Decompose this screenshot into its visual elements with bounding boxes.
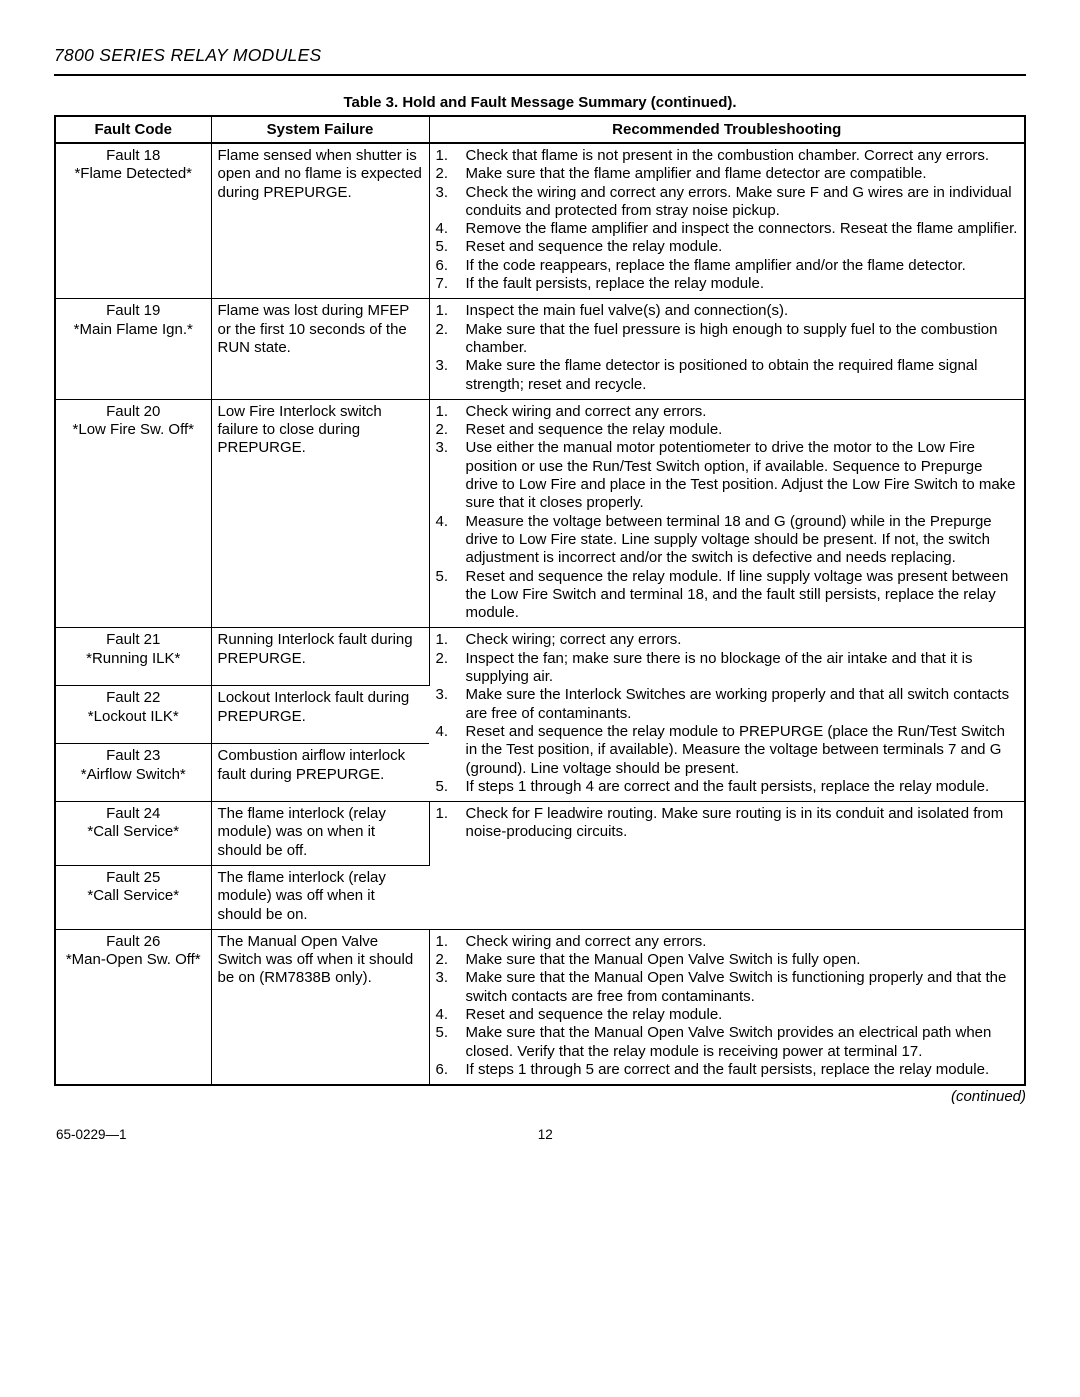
system-failure-cell: Flame was lost during MFEP or the first … (211, 299, 429, 399)
step-item: Reset and sequence the relay module. If … (436, 568, 1019, 623)
document-header: 7800 SERIES RELAY MODULES (54, 45, 1026, 66)
troubleshooting-steps: Check wiring and correct any errors.Make… (436, 933, 1019, 1079)
step-item: Make sure that the Manual Open Valve Swi… (436, 969, 1019, 1006)
step-item: Check the wiring and correct any errors.… (436, 184, 1019, 221)
continued-label: (continued) (54, 1088, 1026, 1105)
step-item: Reset and sequence the relay module to P… (436, 723, 1019, 778)
troubleshooting-cell: Check wiring and correct any errors.Make… (429, 929, 1025, 1085)
step-item: Make sure that the flame amplifier and f… (436, 165, 1019, 183)
step-item: If the fault persists, replace the relay… (436, 275, 1019, 293)
table-caption: Table 3. Hold and Fault Message Summary … (54, 94, 1026, 111)
fault-table: Fault Code System Failure Recommended Tr… (54, 115, 1026, 1086)
step-item: Check for F leadwire routing. Make sure … (436, 805, 1019, 842)
fault-subtitle: *Running ILK* (62, 650, 205, 668)
table-row: Fault 20*Low Fire Sw. Off*Low Fire Inter… (55, 399, 1025, 628)
step-item: Make sure that the Manual Open Valve Swi… (436, 951, 1019, 969)
fault-subtitle: *Call Service* (62, 887, 205, 905)
step-item: Make sure that the Manual Open Valve Swi… (436, 1024, 1019, 1061)
system-failure-cell: Flame sensed when shutter is open and no… (211, 143, 429, 299)
step-item: If the code reappears, replace the flame… (436, 257, 1019, 275)
system-failure-cell: Running Interlock fault during PREPURGE. (211, 628, 429, 686)
header-rule (54, 74, 1026, 76)
fault-code-cell: Fault 21*Running ILK* (55, 628, 211, 686)
doc-number: 65-0229—1 (56, 1127, 127, 1142)
col-header-system-failure: System Failure (211, 116, 429, 143)
fault-subtitle: *Low Fire Sw. Off* (62, 421, 205, 439)
table-row: Fault 21*Running ILK*Running Interlock f… (55, 628, 1025, 686)
fault-code-cell: Fault 23*Airflow Switch* (55, 744, 211, 802)
fault-code-cell: Fault 19*Main Flame Ign.* (55, 299, 211, 399)
fault-title: Fault 20 (62, 403, 205, 421)
step-item: Reset and sequence the relay module. (436, 1006, 1019, 1024)
troubleshooting-cell: Check for F leadwire routing. Make sure … (429, 802, 1025, 930)
table-header-row: Fault Code System Failure Recommended Tr… (55, 116, 1025, 143)
system-failure-cell: Low Fire Interlock switch failure to clo… (211, 399, 429, 628)
step-item: Check wiring; correct any errors. (436, 631, 1019, 649)
troubleshooting-cell: Check that flame is not present in the c… (429, 143, 1025, 299)
fault-title: Fault 21 (62, 631, 205, 649)
step-item: Inspect the fan; make sure there is no b… (436, 650, 1019, 687)
table-row: Fault 18*Flame Detected*Flame sensed whe… (55, 143, 1025, 299)
fault-code-cell: Fault 22*Lockout ILK* (55, 686, 211, 744)
step-item: Make sure that the fuel pressure is high… (436, 321, 1019, 358)
fault-code-cell: Fault 26*Man-Open Sw. Off* (55, 929, 211, 1085)
fault-code-cell: Fault 20*Low Fire Sw. Off* (55, 399, 211, 628)
fault-subtitle: *Man-Open Sw. Off* (62, 951, 205, 969)
step-item: Remove the flame amplifier and inspect t… (436, 220, 1019, 238)
troubleshooting-steps: Check that flame is not present in the c… (436, 147, 1019, 293)
troubleshooting-cell: Check wiring; correct any errors.Inspect… (429, 628, 1025, 802)
system-failure-cell: The flame interlock (relay module) was o… (211, 865, 429, 929)
troubleshooting-steps: If steps 1 through 4 are correct and the… (436, 778, 1019, 796)
step-item: Use either the manual motor potentiomete… (436, 439, 1019, 512)
step-item: Measure the voltage between terminal 18 … (436, 513, 1019, 568)
system-failure-cell: The flame interlock (relay module) was o… (211, 802, 429, 866)
fault-subtitle: *Call Service* (62, 823, 205, 841)
fault-subtitle: *Flame Detected* (62, 165, 205, 183)
table-row: Fault 26*Man-Open Sw. Off*The Manual Ope… (55, 929, 1025, 1085)
step-item: Check that flame is not present in the c… (436, 147, 1019, 165)
troubleshooting-steps: Inspect the main fuel valve(s) and conne… (436, 302, 1019, 393)
fault-title: Fault 18 (62, 147, 205, 165)
fault-subtitle: *Main Flame Ign.* (62, 321, 205, 339)
troubleshooting-steps: Check wiring; correct any errors.Inspect… (436, 631, 1019, 722)
troubleshooting-steps: Check wiring and correct any errors.Rese… (436, 403, 1019, 623)
system-failure-cell: The Manual Open Valve Switch was off whe… (211, 929, 429, 1085)
table-row: Fault 24*Call Service*The flame interloc… (55, 802, 1025, 866)
fault-subtitle: *Airflow Switch* (62, 766, 205, 784)
fault-title: Fault 22 (62, 689, 205, 707)
troubleshooting-steps: Reset and sequence the relay module to P… (436, 723, 1019, 778)
step-item: Check wiring and correct any errors. (436, 933, 1019, 951)
step-item: Make sure the Interlock Switches are wor… (436, 686, 1019, 723)
step-item: Reset and sequence the relay module. (436, 421, 1019, 439)
step-item: Inspect the main fuel valve(s) and conne… (436, 302, 1019, 320)
fault-title: Fault 24 (62, 805, 205, 823)
table-row: Fault 19*Main Flame Ign.*Flame was lost … (55, 299, 1025, 399)
col-header-troubleshooting: Recommended Troubleshooting (429, 116, 1025, 143)
step-item: Reset and sequence the relay module. (436, 238, 1019, 256)
fault-title: Fault 23 (62, 747, 205, 765)
troubleshooting-steps: Check for F leadwire routing. Make sure … (436, 805, 1019, 842)
fault-subtitle: *Lockout ILK* (62, 708, 205, 726)
fault-title: Fault 25 (62, 869, 205, 887)
step-item: If steps 1 through 4 are correct and the… (436, 778, 1019, 796)
fault-title: Fault 26 (62, 933, 205, 951)
fault-code-cell: Fault 25*Call Service* (55, 865, 211, 929)
troubleshooting-cell: Check wiring and correct any errors.Rese… (429, 399, 1025, 628)
step-item: Make sure the flame detector is position… (436, 357, 1019, 394)
page-number: 12 (538, 1127, 553, 1142)
fault-title: Fault 19 (62, 302, 205, 320)
fault-code-cell: Fault 18*Flame Detected* (55, 143, 211, 299)
fault-code-cell: Fault 24*Call Service* (55, 802, 211, 866)
system-failure-cell: Combustion airflow interlock fault durin… (211, 744, 429, 802)
step-item: Check wiring and correct any errors. (436, 403, 1019, 421)
step-item: If steps 1 through 5 are correct and the… (436, 1061, 1019, 1079)
col-header-fault-code: Fault Code (55, 116, 211, 143)
system-failure-cell: Lockout Interlock fault during PREPURGE. (211, 686, 429, 744)
troubleshooting-cell: Inspect the main fuel valve(s) and conne… (429, 299, 1025, 399)
page-footer: 65-0229—1 12 (54, 1127, 1026, 1142)
